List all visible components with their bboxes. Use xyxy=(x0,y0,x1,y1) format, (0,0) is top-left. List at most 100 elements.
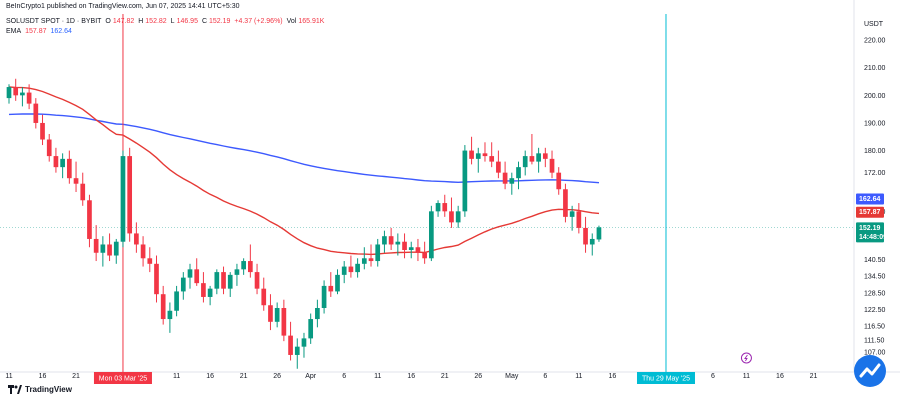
candle-body xyxy=(308,319,314,339)
date-marker-label: Thu 29 May '25 xyxy=(642,376,690,383)
date-marker-label: Mon 03 Mar '25 xyxy=(99,376,148,383)
candle-body xyxy=(281,308,287,336)
candle-body xyxy=(53,156,59,168)
candle-body xyxy=(201,283,206,297)
x-tick-label: 6 xyxy=(543,373,547,380)
candle-body xyxy=(348,266,354,273)
candle-body xyxy=(13,87,19,96)
candle-body xyxy=(234,269,240,275)
y-tick-label: 107.00 xyxy=(864,350,886,357)
candle-body xyxy=(40,122,45,140)
candle-body xyxy=(382,236,387,245)
candle-body xyxy=(147,258,153,264)
candle-body xyxy=(563,189,568,217)
candle-body xyxy=(207,288,213,297)
change-value: +4.37 (+2.96%) xyxy=(234,18,283,25)
x-tick-label: 16 xyxy=(776,373,784,380)
candle-body xyxy=(429,211,434,259)
candle-body xyxy=(87,200,92,239)
candle-body xyxy=(140,244,146,259)
y-tick-label: 220.00 xyxy=(864,38,886,45)
candle-body xyxy=(321,285,327,308)
x-tick-label: 21 xyxy=(240,373,248,380)
high-label: H xyxy=(138,18,144,25)
candle-body xyxy=(174,291,179,311)
candle-body xyxy=(502,172,508,184)
candle-body xyxy=(241,261,246,270)
close-label: C xyxy=(201,18,207,25)
candle-body xyxy=(489,156,495,162)
x-tick-label: May xyxy=(505,373,519,380)
y-tick-label: 210.00 xyxy=(864,65,886,72)
candle-body xyxy=(60,158,65,168)
candle-body xyxy=(328,285,334,292)
publisher-line: BeInCrypto1 published on TradingView.com… xyxy=(6,3,242,10)
ema-long-price-tag: 162.64 xyxy=(859,196,881,203)
candle-body xyxy=(556,172,562,190)
candle-body xyxy=(361,258,367,264)
publisher-text: BeInCrypto1 published on TradingView.com… xyxy=(6,3,240,10)
candle-body xyxy=(268,305,273,322)
x-tick-label: 11 xyxy=(5,373,12,380)
open-value: 147.82 xyxy=(112,18,135,25)
high-value: 152.82 xyxy=(145,18,167,25)
candle-body xyxy=(408,247,414,250)
candle-body xyxy=(167,310,173,320)
candle-body xyxy=(542,153,548,159)
x-tick-label: 11 xyxy=(575,373,582,380)
y-tick-label: 116.50 xyxy=(864,323,885,330)
candle-body xyxy=(583,227,588,245)
candle-body xyxy=(294,346,300,355)
candle-body xyxy=(341,266,347,275)
candle-body xyxy=(549,158,555,173)
candle-body xyxy=(214,272,220,289)
candle-body xyxy=(569,211,575,217)
y-tick-label: 128.50 xyxy=(864,290,886,297)
candle-body xyxy=(516,167,521,179)
candle-body xyxy=(496,161,501,173)
x-tick-label: 26 xyxy=(474,373,482,380)
symbol-text: SOLUSDT SPOT · 1D · BYBIT xyxy=(6,18,102,25)
candle-body xyxy=(288,335,293,355)
ema-long-price-tag-bg xyxy=(856,193,884,205)
candle-body xyxy=(154,263,159,295)
tradingview-text: TradingView xyxy=(25,385,72,394)
candle-body xyxy=(180,277,186,292)
date-marker-label-bg xyxy=(636,372,695,384)
candle-body xyxy=(187,269,193,278)
candle-body xyxy=(247,261,253,273)
candle-body xyxy=(482,153,488,157)
ema-short-price-tag: 157.87 xyxy=(859,209,881,216)
candle-body xyxy=(375,244,381,262)
candle-body xyxy=(368,258,374,262)
vol-value: 165.91K xyxy=(298,18,325,25)
y-tick-label: 200.00 xyxy=(864,93,886,100)
candle-body xyxy=(435,203,441,212)
candle-body xyxy=(576,211,582,228)
candle-body xyxy=(355,263,360,273)
tradingview-branding[interactable]: TradingView xyxy=(8,385,72,394)
candle-body xyxy=(415,247,421,253)
ema-label: EMA xyxy=(6,28,22,35)
ema-line: EMA 157.87 162.64 xyxy=(6,28,74,35)
candle-body xyxy=(596,227,602,240)
candle-body xyxy=(509,178,515,184)
candle-body xyxy=(335,274,340,292)
y-tick-label: 172.00 xyxy=(864,170,886,177)
candle-body xyxy=(442,203,448,212)
symbol-line: SOLUSDT SPOT · 1D · BYBIT O 147.82 H 152.8… xyxy=(6,18,326,25)
candle-body xyxy=(529,156,535,162)
candle-body xyxy=(127,156,133,234)
y-tick-label: 122.50 xyxy=(864,307,886,314)
ema-short-price-tag-bg xyxy=(856,206,884,218)
candle-body xyxy=(522,156,528,168)
y-tick-label: 180.00 xyxy=(864,148,886,155)
candle-body xyxy=(73,178,79,184)
candle-body xyxy=(227,274,233,289)
candle-body xyxy=(536,153,541,162)
candle-body xyxy=(261,288,267,306)
open-label: O xyxy=(105,18,111,25)
y-tick-label: 111.50 xyxy=(864,337,884,344)
candle-body xyxy=(274,308,280,322)
